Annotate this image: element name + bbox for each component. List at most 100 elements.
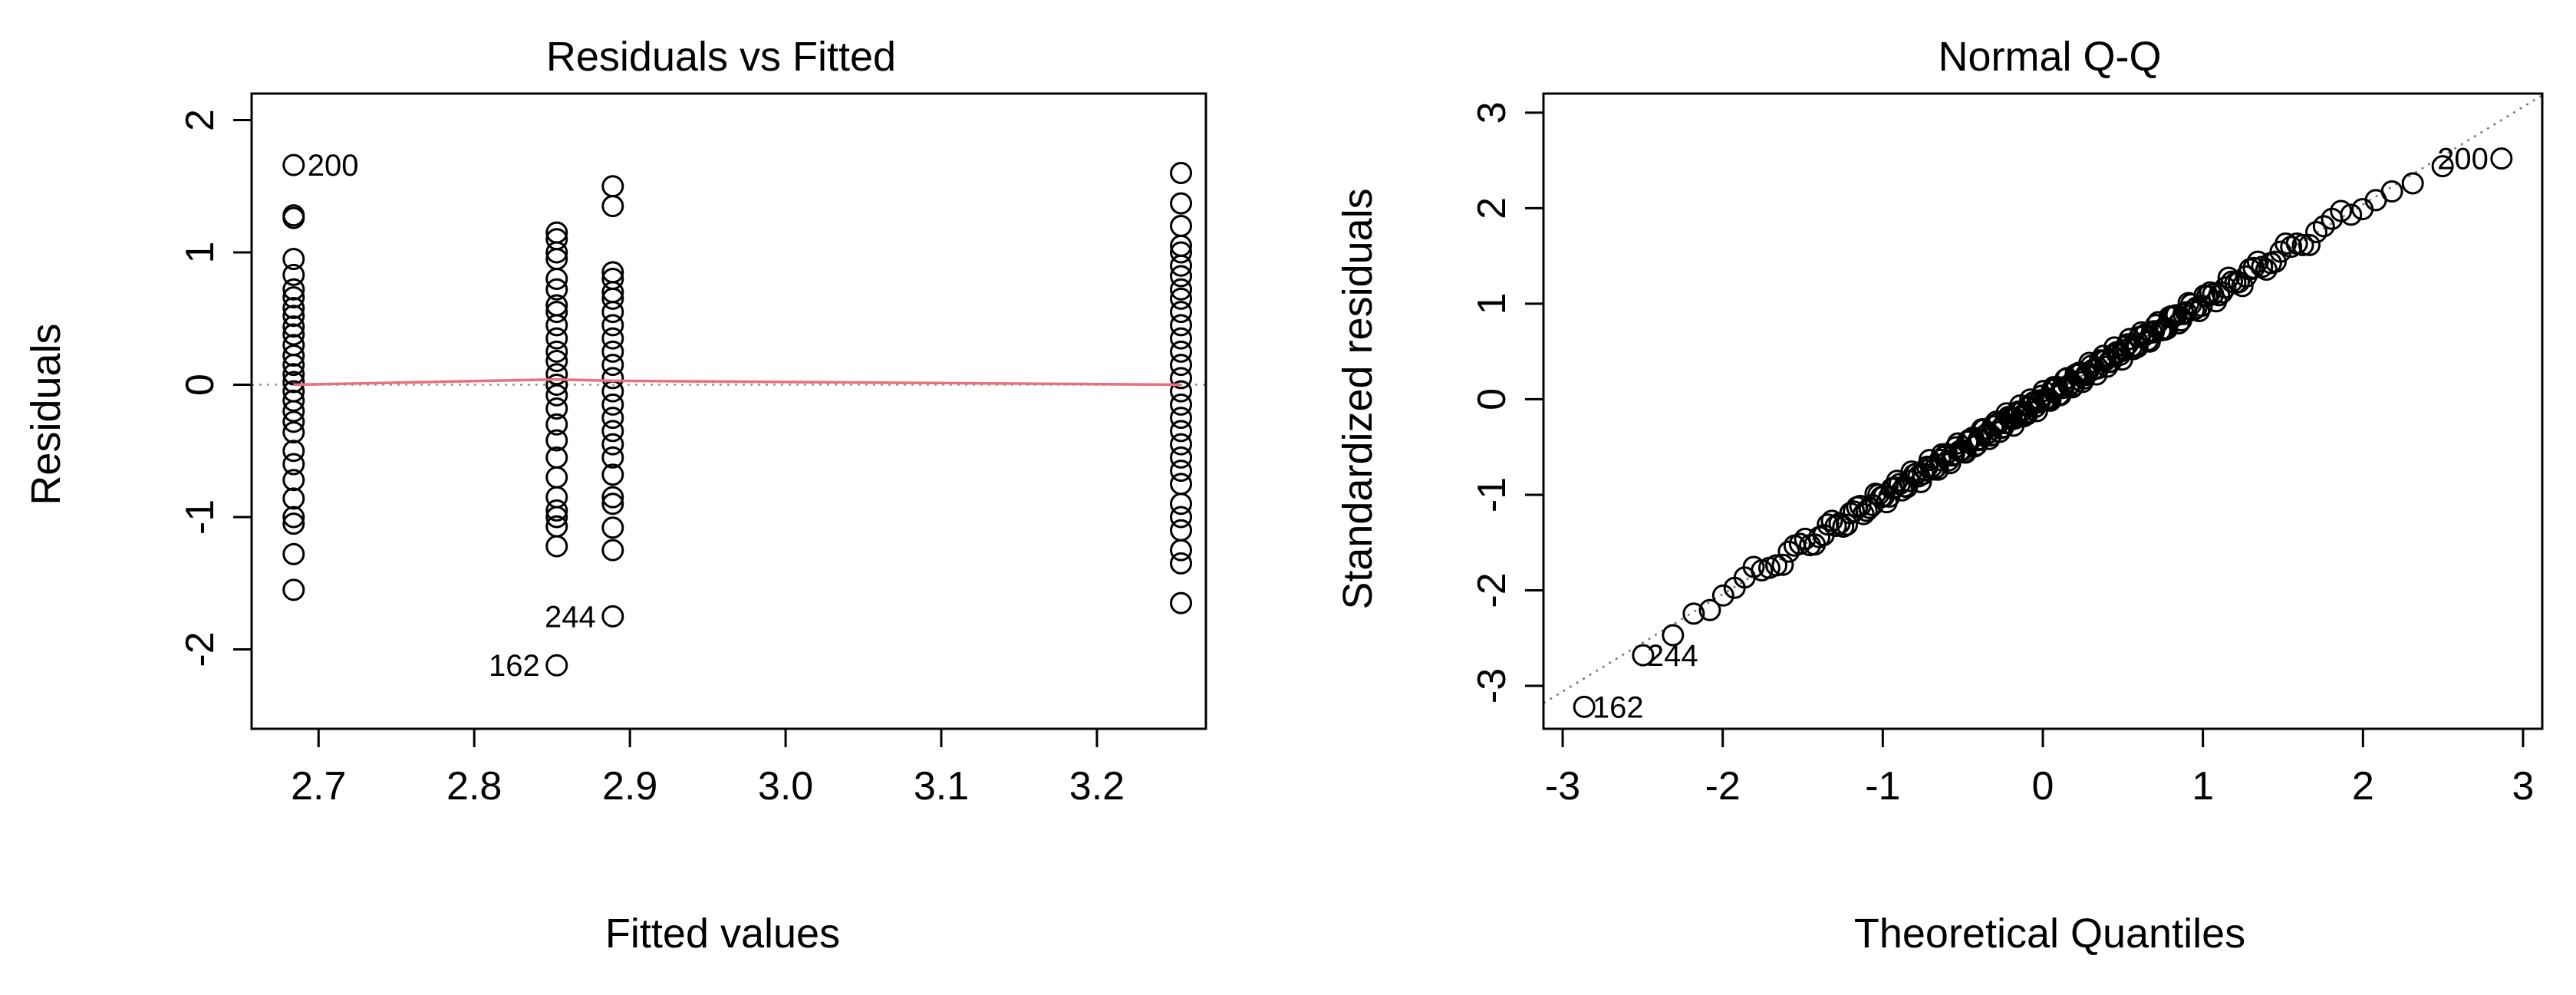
residual-point	[1170, 254, 1193, 277]
residual-point	[1170, 380, 1193, 403]
residual-point	[1170, 433, 1193, 456]
left-point-labels: 200 244 162	[308, 149, 596, 683]
qq-point	[1632, 644, 1655, 667]
residual-point	[601, 420, 624, 443]
right-x-tick-label: 1	[2192, 764, 2214, 809]
right-y-tick-label: -2	[1470, 572, 1514, 608]
residual-point	[1170, 327, 1193, 350]
residual-point	[601, 340, 624, 363]
residual-point	[601, 446, 624, 469]
qq-point	[2305, 220, 2328, 243]
residual-point	[545, 349, 568, 372]
residual-point	[282, 354, 305, 377]
point-label-244: 244	[545, 600, 596, 634]
right-chart-title: Normal Q-Q	[1938, 34, 2161, 80]
left-smooth-line-group	[293, 377, 1181, 387]
residual-point	[601, 195, 624, 218]
qq-point	[1909, 470, 1932, 493]
right-axis-ticks: -3 -2 -1 0 1 2 3 -3 -2 -1 0 1 2 3	[1470, 101, 2534, 809]
right-y-axis-title: Standardized residuals	[1335, 188, 1381, 609]
residual-point	[1170, 539, 1193, 562]
residual-point	[282, 542, 305, 565]
residual-point	[282, 344, 305, 367]
qq-point	[2242, 256, 2265, 279]
residual-point	[601, 493, 624, 516]
residual-point	[282, 153, 305, 176]
residual-point	[282, 453, 305, 476]
right-point-labels: 200 244 162	[1593, 143, 2489, 725]
residual-point	[1170, 215, 1193, 237]
point-label-162: 162	[1593, 690, 1644, 724]
residual-point	[282, 389, 305, 412]
qq-point	[2227, 271, 2250, 294]
qq-point	[2015, 403, 2038, 426]
qq-point	[2291, 233, 2314, 256]
residual-point	[545, 363, 568, 386]
point-label-244: 244	[1647, 639, 1698, 673]
right-y-tick-label: 3	[1470, 101, 1514, 124]
left-x-tick-label: 3.1	[914, 764, 969, 809]
qq-point	[1777, 540, 1800, 563]
right-x-tick-label: 3	[2512, 764, 2535, 809]
qq-point	[1836, 513, 1859, 536]
residual-point	[1170, 393, 1193, 416]
point-label-162: 162	[489, 649, 540, 683]
residual-point	[1170, 591, 1193, 614]
residual-point	[1170, 278, 1193, 301]
residual-point	[545, 654, 568, 677]
qq-point	[2312, 215, 2335, 238]
qq-point	[1711, 584, 1734, 607]
residual-point	[1170, 340, 1193, 363]
residuals-vs-fitted-panel: Residuals vs Fitted Fitted values Residu…	[23, 34, 1207, 957]
residual-point	[601, 605, 624, 628]
residual-point	[545, 340, 568, 363]
left-chart-title: Residuals vs Fitted	[546, 34, 896, 80]
right-x-tick-label: 2	[2352, 764, 2374, 809]
right-y-tick-label: -1	[1470, 477, 1514, 512]
residual-point	[1170, 519, 1193, 542]
residual-point	[545, 429, 568, 452]
qq-point	[2275, 232, 2298, 255]
qq-point	[2208, 284, 2231, 307]
residual-point	[1170, 192, 1193, 215]
residual-point	[282, 371, 305, 394]
left-y-tick-label: -2	[178, 631, 222, 667]
residual-point	[601, 539, 624, 562]
residual-point	[1170, 493, 1193, 516]
left-y-tick-label: -1	[178, 499, 222, 535]
normal-qq-panel: Normal Q-Q Theoretical Quantiles Standar…	[1335, 34, 2544, 957]
residual-point	[282, 440, 305, 463]
right-x-tick-label: -2	[1705, 764, 1741, 809]
residual-point	[282, 506, 305, 529]
residual-point	[282, 421, 305, 444]
residual-point	[1170, 287, 1193, 310]
left-x-tick-label: 2.7	[291, 764, 346, 809]
residual-point	[1170, 241, 1193, 264]
left-y-tick-label: 0	[178, 374, 222, 396]
qq-point	[2380, 180, 2403, 203]
left-x-tick-label: 2.9	[602, 764, 657, 809]
qq-point	[1832, 516, 1855, 539]
left-x-axis-title: Fitted values	[605, 911, 840, 957]
point-label-200: 200	[308, 149, 359, 183]
residual-point	[1170, 301, 1193, 324]
residual-point	[282, 410, 305, 433]
residual-point	[601, 175, 624, 198]
residual-point	[282, 323, 305, 346]
residual-point	[601, 486, 624, 509]
residual-point	[1170, 446, 1193, 469]
residual-point	[545, 535, 568, 558]
residual-point	[601, 367, 624, 390]
right-y-tick-label: 2	[1470, 197, 1514, 219]
right-x-tick-label: 0	[2032, 764, 2054, 809]
right-x-tick-label: -1	[1865, 764, 1900, 809]
residual-point	[1170, 265, 1193, 288]
residual-point	[282, 512, 305, 535]
left-plot-frame	[250, 92, 1207, 730]
residual-point	[1170, 314, 1193, 337]
residual-point	[1170, 407, 1193, 430]
qq-point	[1788, 532, 1811, 555]
residual-point	[601, 327, 624, 350]
right-y-tick-label: 1	[1470, 292, 1514, 315]
